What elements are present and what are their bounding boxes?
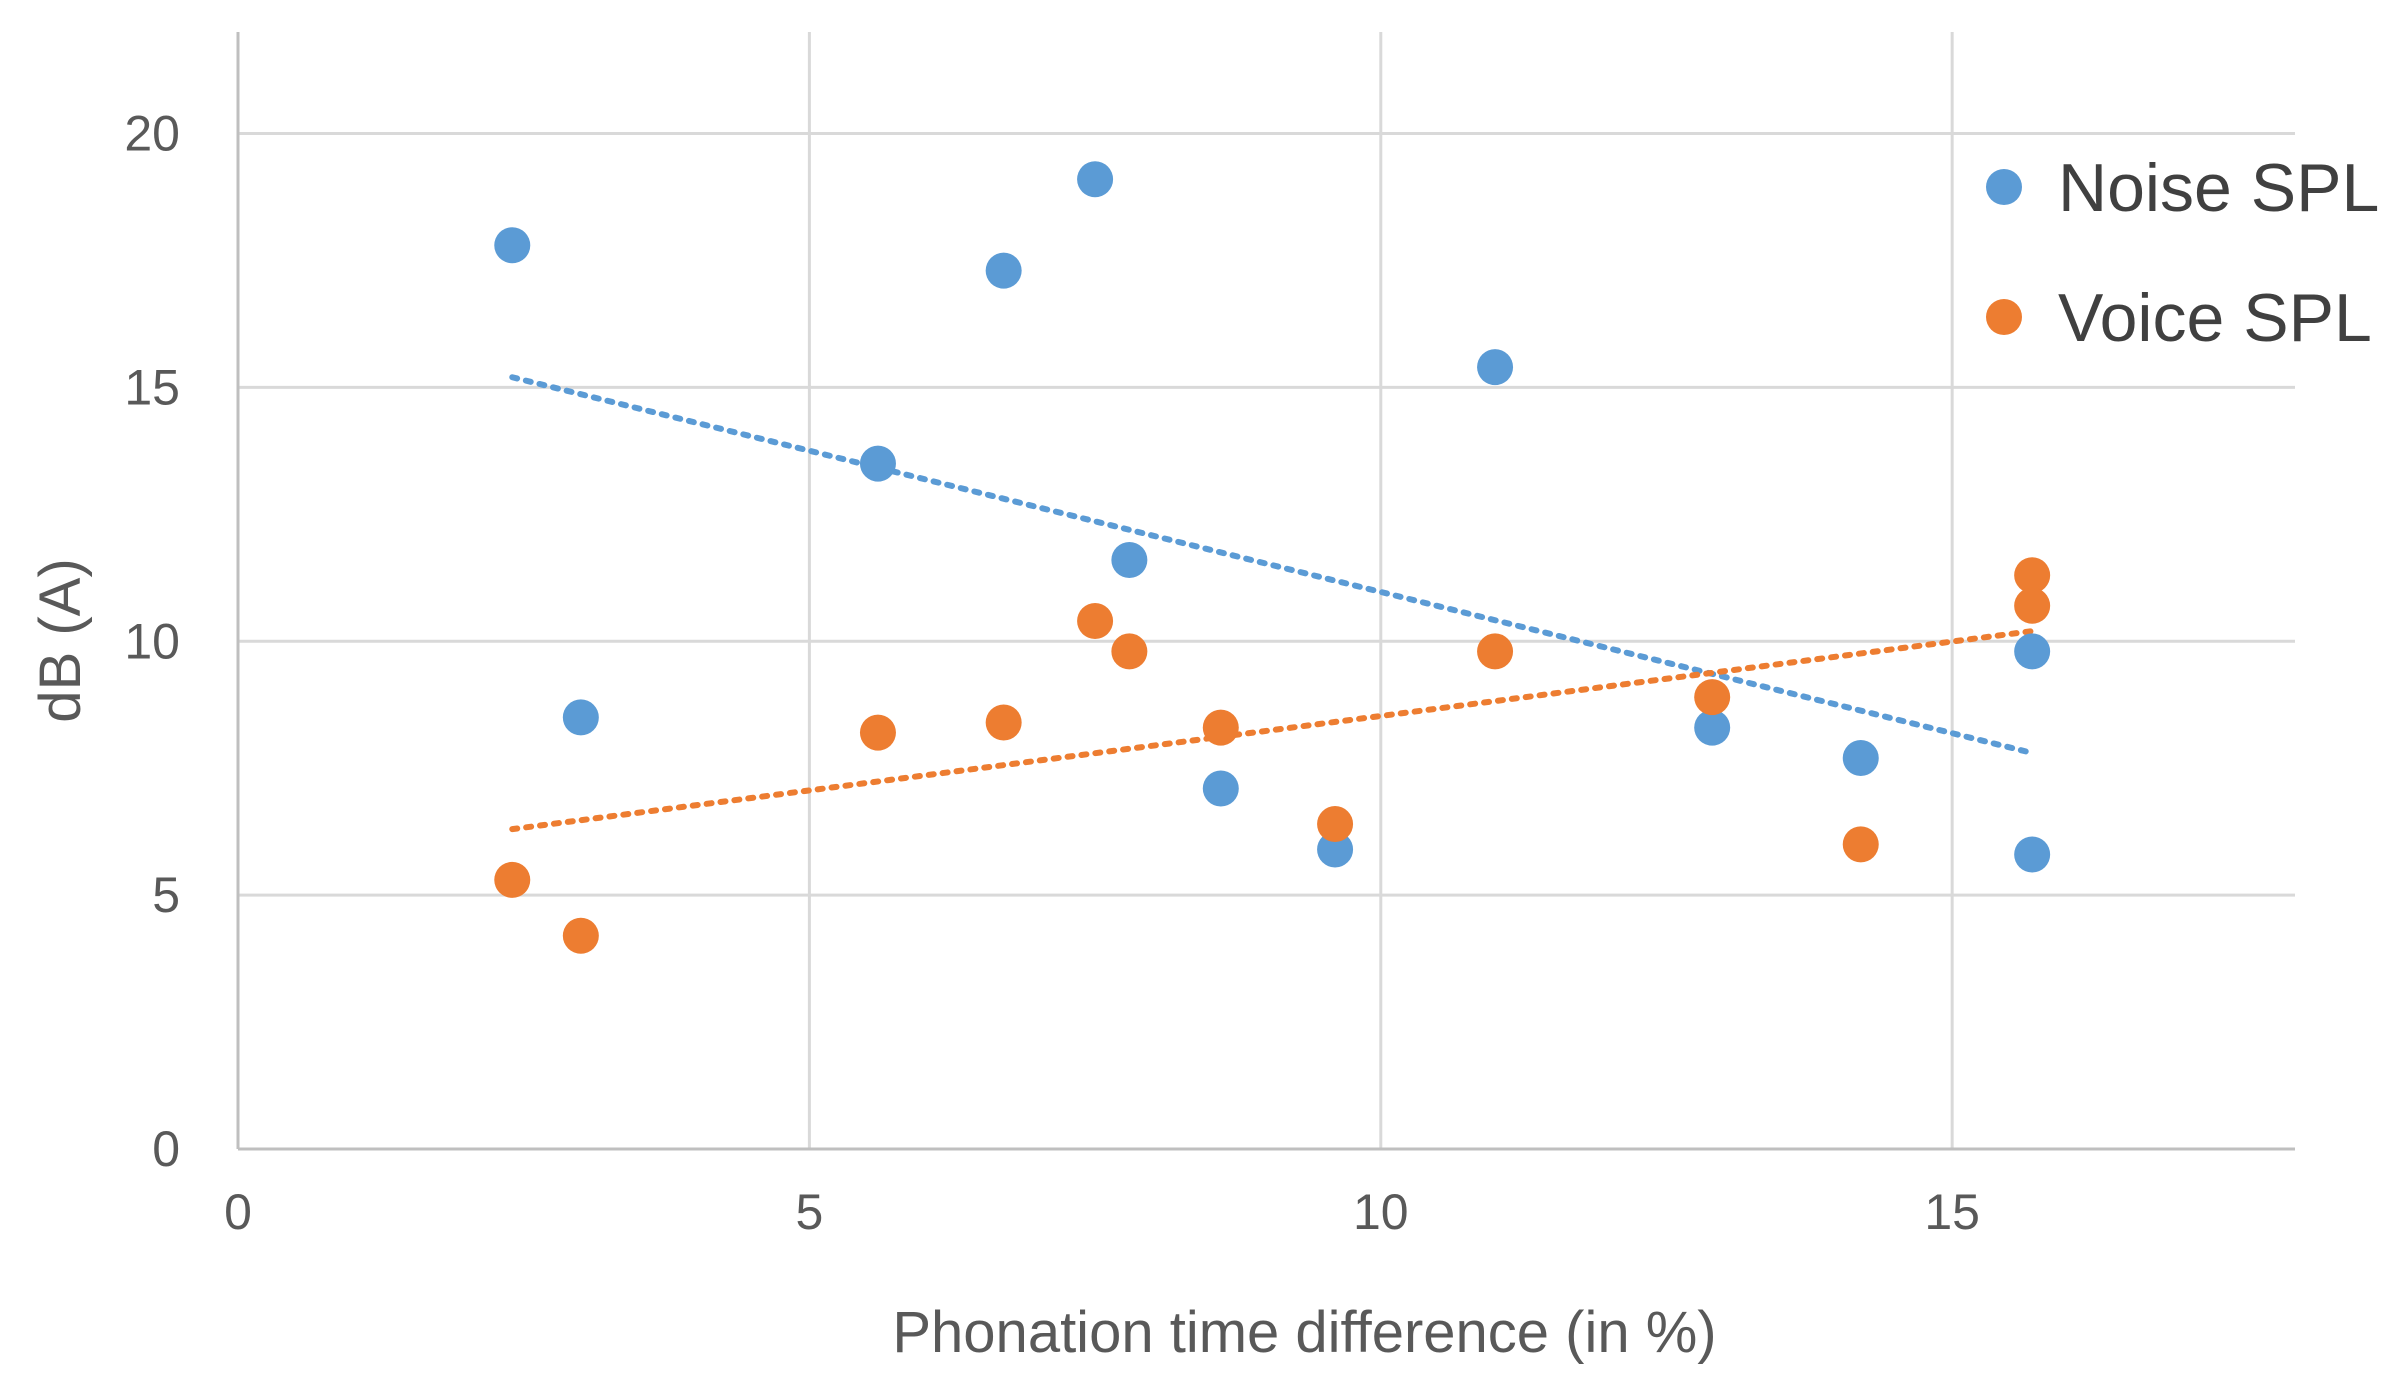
data-point-series-2 xyxy=(1694,679,1731,716)
data-point-series-1 xyxy=(494,227,531,264)
data-point-series-2 xyxy=(1077,602,1114,639)
y-tick-label: 20 xyxy=(124,106,180,162)
data-point-series-2 xyxy=(1842,826,1879,863)
x-tick-label: 15 xyxy=(1924,1184,1980,1240)
point-layer xyxy=(494,161,2051,954)
data-point-series-2 xyxy=(1477,633,1514,670)
grid-layer xyxy=(238,32,2295,1149)
trendline-layer xyxy=(509,374,2036,833)
x-tick-label: 0 xyxy=(224,1184,252,1240)
data-point-series-2 xyxy=(859,714,896,751)
data-point-series-1 xyxy=(1202,770,1239,807)
y-tick-label: 10 xyxy=(124,613,180,669)
data-point-series-1 xyxy=(1477,349,1514,386)
y-axis-title: dB (A) xyxy=(28,558,93,722)
legend: Noise SPL Voice SPL xyxy=(1986,150,2379,356)
axis-layer xyxy=(236,32,2295,1151)
y-tick-label: 5 xyxy=(152,867,180,923)
data-point-series-1 xyxy=(1694,709,1731,746)
legend-label-series-2: Voice SPL xyxy=(2058,280,2372,356)
data-point-series-2 xyxy=(562,917,599,954)
data-point-series-2 xyxy=(2014,557,2051,594)
data-point-series-1 xyxy=(2014,836,2051,873)
trendline-series-1 xyxy=(509,374,2036,756)
label-layer: 0 5 10 15 20 0 5 10 15 Phonation time difference … xyxy=(28,106,1980,1365)
data-point-series-2 xyxy=(2014,587,2051,624)
legend-label-series-1: Noise SPL xyxy=(2058,150,2379,226)
data-point-series-1 xyxy=(1842,740,1879,777)
data-point-series-1 xyxy=(1317,831,1354,868)
data-point-series-2 xyxy=(1202,709,1239,746)
data-point-series-1 xyxy=(1077,161,1114,198)
data-point-series-2 xyxy=(1317,806,1354,843)
legend-marker-series-2 xyxy=(1986,299,2022,335)
y-tick-label: 15 xyxy=(124,359,180,415)
data-point-series-2 xyxy=(494,861,531,898)
data-point-series-2 xyxy=(985,704,1022,741)
data-point-series-1 xyxy=(1111,542,1148,579)
data-point-series-2 xyxy=(1111,633,1148,670)
data-point-series-1 xyxy=(985,252,1022,289)
y-tick-label: 0 xyxy=(152,1121,180,1177)
trendline-series-2 xyxy=(509,628,2036,833)
x-axis-title: Phonation time difference (in %) xyxy=(892,1300,1716,1365)
data-point-series-1 xyxy=(2014,633,2051,670)
data-point-series-1 xyxy=(859,445,896,482)
x-tick-label: 5 xyxy=(795,1184,823,1240)
x-tick-label: 10 xyxy=(1353,1184,1409,1240)
legend-marker-series-1 xyxy=(1986,169,2022,205)
data-point-series-1 xyxy=(562,699,599,736)
